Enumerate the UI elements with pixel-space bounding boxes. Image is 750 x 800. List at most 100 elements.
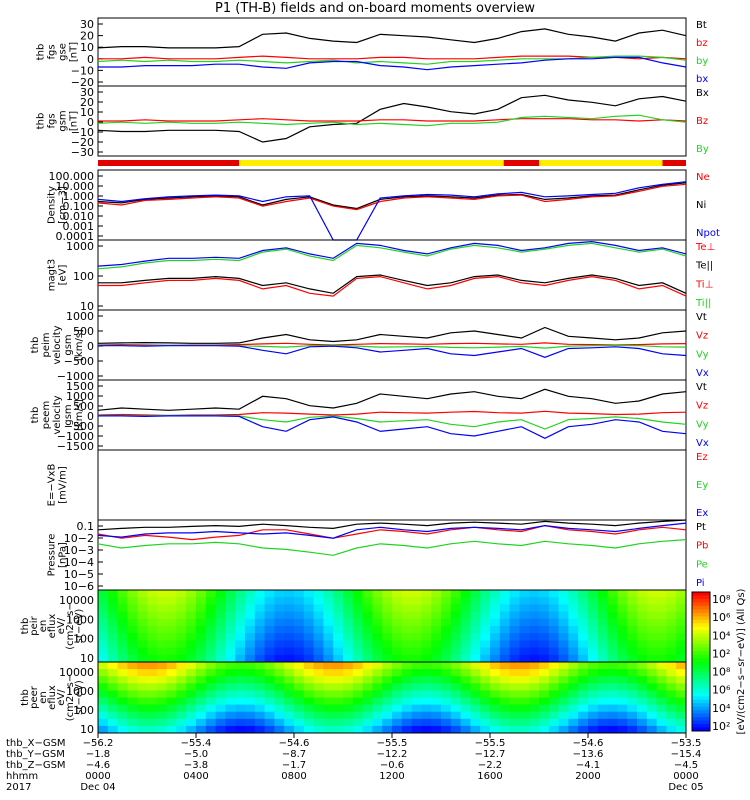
spectrogram-cell <box>617 626 628 634</box>
series-line-Bz <box>98 118 687 122</box>
spectrogram-cell <box>215 725 226 734</box>
spectrogram-cell <box>480 718 491 727</box>
spectrogram-cell <box>676 618 687 627</box>
spectrogram-cell <box>186 669 197 677</box>
spectrogram-cell <box>215 633 226 641</box>
spectrogram-cell <box>362 590 373 598</box>
ephemeris-value: −2.2 <box>478 760 502 771</box>
spectrogram-cell <box>303 618 315 627</box>
spectrogram-cell <box>205 669 217 677</box>
y-axis-label: gse <box>58 43 69 61</box>
spectrogram-cell <box>450 676 462 684</box>
spectrogram-cell <box>588 633 599 641</box>
spectrogram-cell <box>274 590 285 598</box>
spectrogram-cell <box>98 654 109 663</box>
spectrogram-cell <box>215 618 226 627</box>
colorbar-cell <box>692 658 710 662</box>
spectrogram-cell <box>205 690 217 698</box>
spectrogram-cell <box>196 662 207 670</box>
spectrogram-cell <box>137 604 148 613</box>
spectrogram-cell <box>588 618 599 627</box>
spectrogram-cell <box>558 604 569 613</box>
spectrogram-cell <box>294 690 305 698</box>
spectrogram-cell <box>597 604 609 613</box>
colorbar-cell <box>692 724 710 729</box>
series-line-Ti|| <box>97 242 687 270</box>
spectrogram-cell <box>637 676 648 684</box>
spectrogram-cell <box>607 690 618 698</box>
spectrogram-cell <box>107 725 119 734</box>
spectrogram-cell <box>156 604 168 613</box>
spectrogram-cell <box>137 683 148 691</box>
spectrogram-cell <box>313 718 324 727</box>
spectrogram-cell <box>460 711 471 720</box>
colorbar-tick: 10⁸ <box>712 593 731 606</box>
spectrogram-cell <box>646 626 658 634</box>
spectrogram-cell <box>548 676 560 684</box>
spectrogram-cell <box>431 654 442 663</box>
spectrogram-cell <box>107 626 119 634</box>
spectrogram-cell <box>274 662 285 670</box>
spectrogram-cell <box>392 611 403 620</box>
spectrogram-cell <box>470 711 481 720</box>
spectrogram-cell <box>548 718 560 727</box>
spectrogram-cell <box>666 662 677 670</box>
spectrogram-cell <box>470 640 481 649</box>
spectrogram-cell <box>578 618 589 627</box>
spectrogram-cell <box>558 626 569 634</box>
spectrogram-cell <box>676 725 687 734</box>
spectrogram-cell <box>225 590 236 598</box>
legend-entry: Vx <box>696 438 709 449</box>
spectrogram-cell <box>499 669 511 677</box>
spectrogram-cell <box>343 697 354 706</box>
spectrogram-cell <box>294 640 305 649</box>
spectrogram-cell <box>245 597 256 605</box>
spectrogram-cell <box>166 618 177 627</box>
spectrogram-cell <box>98 697 109 706</box>
ephemeris-value: −1.8 <box>86 749 110 760</box>
spectrogram-cell <box>284 669 295 677</box>
spectrogram-cell <box>490 704 501 713</box>
spectrogram-cell <box>480 676 491 684</box>
spectrogram-cell <box>313 662 324 670</box>
colorbar-cell <box>692 640 710 645</box>
spectrogram-cell <box>147 725 158 734</box>
spectrogram-cell <box>627 697 638 706</box>
spectrogram-cell <box>382 626 393 634</box>
spectrogram-cell <box>431 597 442 605</box>
spectrogram-cell <box>245 690 256 698</box>
spectrogram-cell <box>284 683 295 691</box>
spectrogram-cell <box>254 662 266 670</box>
series-line-Bx <box>97 94 687 143</box>
spectrogram-cell <box>294 611 305 620</box>
spectrogram-cell <box>499 640 511 649</box>
ephemeris-value: −4.5 <box>674 760 698 771</box>
panel-frame <box>97 449 687 521</box>
spectrogram-cell <box>588 690 599 698</box>
spectrogram-cell <box>284 647 295 656</box>
legend-entry: Ni <box>696 200 706 211</box>
spectrogram-cell <box>676 697 687 706</box>
spectrogram-cell <box>274 611 285 620</box>
spectrogram-cell <box>264 683 275 691</box>
spectrogram-cell <box>343 640 354 649</box>
spectrogram-cell <box>617 654 628 663</box>
spectrogram-cell <box>166 676 177 684</box>
ephemeris-value: −12.2 <box>377 749 408 760</box>
spectrogram-cell <box>509 626 520 634</box>
spectrogram-cell <box>205 725 217 734</box>
spectrogram-cell <box>539 704 550 713</box>
spectrogram-cell <box>646 597 658 605</box>
spectrogram-cell <box>343 654 354 663</box>
spectrogram-cell <box>480 590 491 598</box>
spectrogram-cell <box>127 654 138 663</box>
spectrogram-cell <box>254 618 266 627</box>
series-line-Ni <box>97 182 687 210</box>
spectrogram-cell <box>235 704 246 713</box>
spectrogram-cell <box>303 704 315 713</box>
colorbar-cell <box>692 637 710 642</box>
spectrogram-cell <box>264 690 275 698</box>
spectrogram-cell <box>196 704 207 713</box>
spectrogram-cell <box>333 683 344 691</box>
spectrogram-cell <box>147 669 158 677</box>
